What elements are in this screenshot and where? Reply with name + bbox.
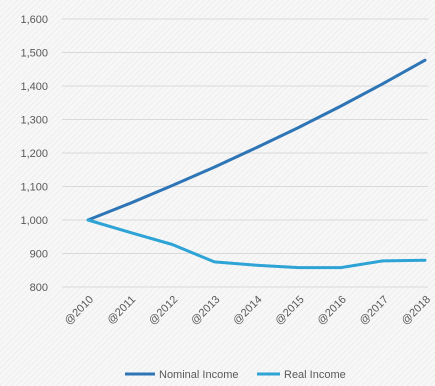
legend: Nominal Income Real Income xyxy=(125,369,346,381)
y-tick-label: 1,000 xyxy=(20,215,48,227)
x-tick-label: @2016 xyxy=(315,294,349,328)
y-tick-label: 1,200 xyxy=(20,148,48,160)
y-tick-label: 900 xyxy=(30,249,48,261)
series-lines xyxy=(86,58,427,270)
y-axis-ticks: 1,600 1,500 1,400 1,300 1,200 1,100 1,000 900 80… xyxy=(20,14,48,294)
x-tick-label: @2015 xyxy=(273,294,307,328)
legend-label-nominal-income: Nominal Income xyxy=(159,369,238,381)
x-tick-label: @2012 xyxy=(147,294,181,328)
series-line-real-income xyxy=(86,218,427,270)
series-line-nominal-income xyxy=(86,58,427,222)
y-tick-label: 1,500 xyxy=(20,48,48,60)
y-tick-label: 1,300 xyxy=(20,115,48,127)
x-axis-ticks: @2010 @2011 @2012 @2013 @2014 @2015 @2016 @2017… xyxy=(62,294,433,328)
y-tick-label: 800 xyxy=(30,282,48,294)
x-tick-label: @2010 xyxy=(62,294,96,328)
x-tick-label: @2014 xyxy=(231,294,265,328)
y-tick-label: 1,400 xyxy=(20,81,48,93)
x-tick-label: @2013 xyxy=(189,294,223,328)
legend-label-real-income: Real Income xyxy=(284,369,346,381)
x-tick-label: @2017 xyxy=(357,294,391,328)
x-tick-label: @2018 xyxy=(399,294,433,328)
y-tick-label: 1,600 xyxy=(20,14,48,26)
y-tick-label: 1,100 xyxy=(20,182,48,194)
x-tick-label: @2011 xyxy=(105,294,138,327)
